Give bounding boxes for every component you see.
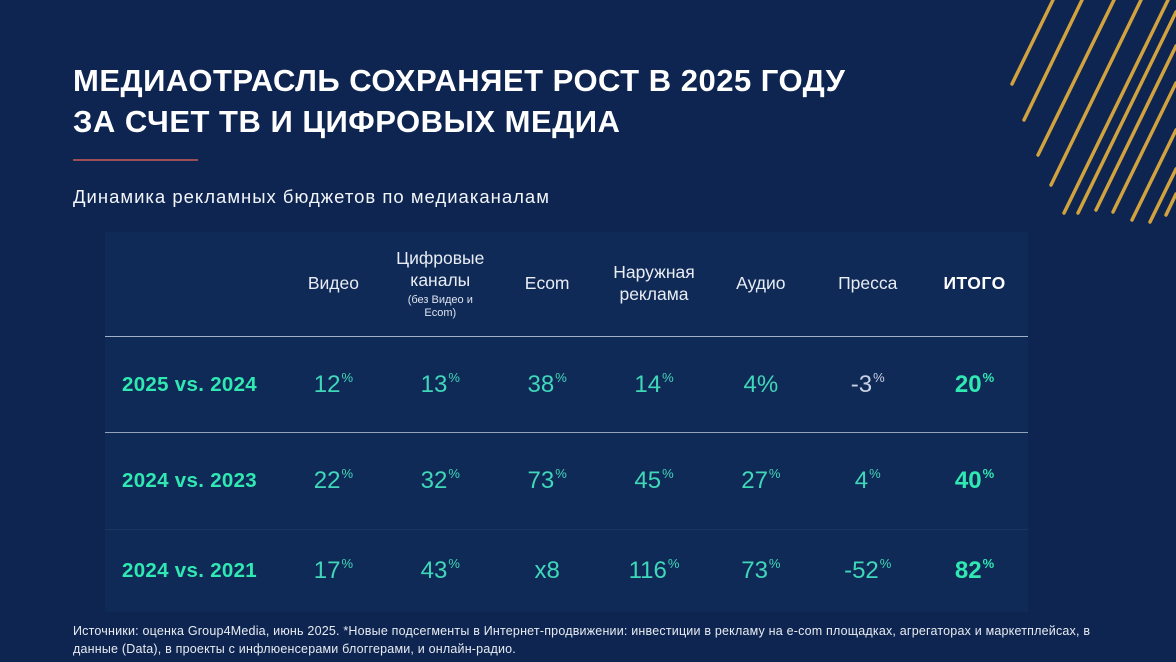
source-footnote: Источники: оценка Group4Media, июнь 2025… — [73, 624, 1091, 657]
table-cell: 116% — [628, 556, 680, 584]
title-line-2: ЗА СЧЕТ ТВ И ЦИФРОВЫХ МЕДИА — [73, 104, 621, 139]
table-cell: 40% — [954, 466, 995, 494]
column-header-note: (без Видео и Ecom) — [407, 294, 473, 319]
table-cell: 38% — [527, 369, 567, 398]
table-cell: 45% — [634, 466, 674, 494]
column-header: ИТОГО — [943, 273, 1006, 294]
table-cell: -3% — [850, 369, 885, 398]
page-title: МЕДИАОТРАСЛЬ СОХРАНЯЕТ РОСТ В 2025 ГОДУ … — [73, 60, 1023, 142]
table-cell: 22% — [313, 466, 354, 494]
table-cell: 12% — [313, 369, 354, 398]
row-label: 2024 vs. 2023 — [122, 469, 257, 492]
row-label: 2024 vs. 2021 — [122, 559, 257, 582]
media-budgets-table: Видео Цифровые каналы (без Видео и Ecom) Ec… — [105, 232, 1028, 612]
table-cell: 32% — [420, 466, 460, 494]
column-header: Ecom — [524, 273, 570, 294]
table-cell: 4% — [743, 370, 779, 398]
table-cell: 13% — [420, 369, 460, 398]
table-body: 2025 vs. 2024 12% 13% 38% 14% 4% -3% 20% 2024 vs… — [105, 337, 1028, 612]
table-row: 2024 vs. 2023 22% 32% 73% 45% 27% 4% 40% — [105, 433, 1028, 530]
slide-subtitle: Динамика рекламных бюджетов по медиакана… — [73, 186, 550, 207]
table-cell: 14% — [634, 369, 674, 398]
diagonal-stripes-decoration — [1010, 0, 1176, 224]
table-cell: 20% — [954, 369, 995, 398]
table-cell: 4% — [854, 466, 881, 494]
table-cell: 73% — [741, 556, 781, 584]
table-header-row: Видео Цифровые каналы (без Видео и Ecom) Ec… — [105, 232, 1028, 337]
table-row: 2025 vs. 2024 12% 13% 38% 14% 4% -3% 20% — [105, 337, 1028, 433]
column-header: Пресса — [838, 273, 898, 294]
column-header: Видео — [307, 273, 359, 294]
table-cell: 17% — [313, 556, 354, 584]
column-header: Наружная реклама — [613, 262, 695, 304]
table-cell: 73% — [527, 466, 567, 494]
table-cell: -52% — [844, 556, 892, 584]
title-accent-line — [73, 159, 198, 161]
table-row: 2024 vs. 2021 17% 43% x8 116% 73% -52% 82% — [105, 530, 1028, 612]
table-cell: 43% — [420, 556, 460, 584]
column-header: Цифровые каналы (без Видео и Ecom) — [387, 248, 494, 319]
table-cell: 82% — [954, 556, 995, 584]
table-cell: x8 — [534, 557, 560, 584]
column-header: Аудио — [736, 273, 786, 294]
title-line-1: МЕДИАОТРАСЛЬ СОХРАНЯЕТ РОСТ В 2025 ГОДУ — [73, 63, 846, 98]
table-cell: 27% — [741, 466, 781, 494]
row-label: 2025 vs. 2024 — [122, 372, 257, 396]
